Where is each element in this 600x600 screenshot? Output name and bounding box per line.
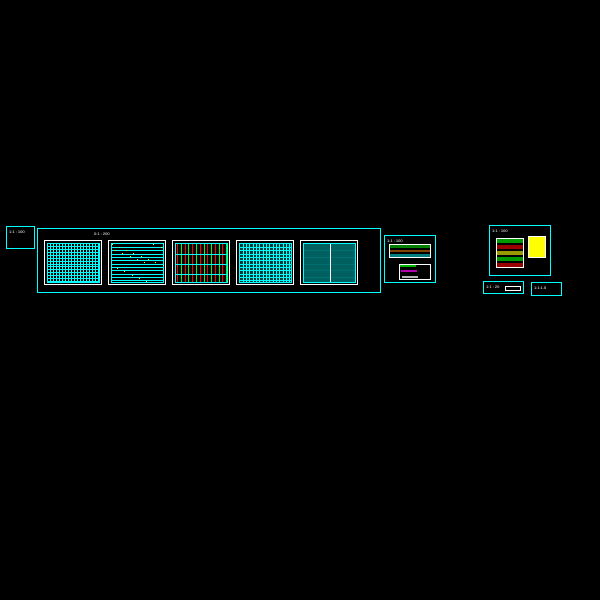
detail-bar	[505, 286, 521, 291]
frame-label: 1:1 : 100	[387, 238, 403, 243]
detail-block	[389, 244, 431, 258]
frame-label: 1:1 : 100	[9, 229, 25, 234]
sheet-inner	[303, 243, 356, 283]
drawing-sheet	[236, 240, 294, 285]
drawing-sheet	[108, 240, 166, 285]
drawing-sheet	[172, 240, 230, 285]
detail-block	[528, 236, 546, 258]
sheet-inner	[239, 243, 292, 283]
frame-f3: 1:1 : 100	[489, 225, 551, 276]
frame-label: 1:1 : 20	[486, 284, 499, 289]
frame-f4: 1:1 : 20	[483, 281, 524, 294]
frame-f5: 1:1:1.5	[531, 282, 562, 296]
frame-f0: 1:1 : 100	[6, 226, 35, 249]
detail-block	[496, 238, 524, 268]
frame-label: 1:1 : 100	[492, 228, 508, 233]
sheet-inner	[47, 243, 100, 283]
detail-block	[399, 264, 431, 280]
frame-label: 1:1:1.5	[534, 285, 546, 290]
sheet-inner	[111, 243, 164, 283]
frame-f1: 0:1 : 200	[37, 228, 381, 293]
drawing-sheet	[300, 240, 358, 285]
drawing-sheet	[44, 240, 102, 285]
cad-canvas: 1:1 : 100 0:1 : 200 1:1 : 100 1:1 : 100 1:1 …	[0, 0, 600, 600]
frame-f2: 1:1 : 100	[384, 235, 436, 283]
sheet-inner	[175, 243, 228, 283]
frame-label: 0:1 : 200	[94, 231, 110, 236]
